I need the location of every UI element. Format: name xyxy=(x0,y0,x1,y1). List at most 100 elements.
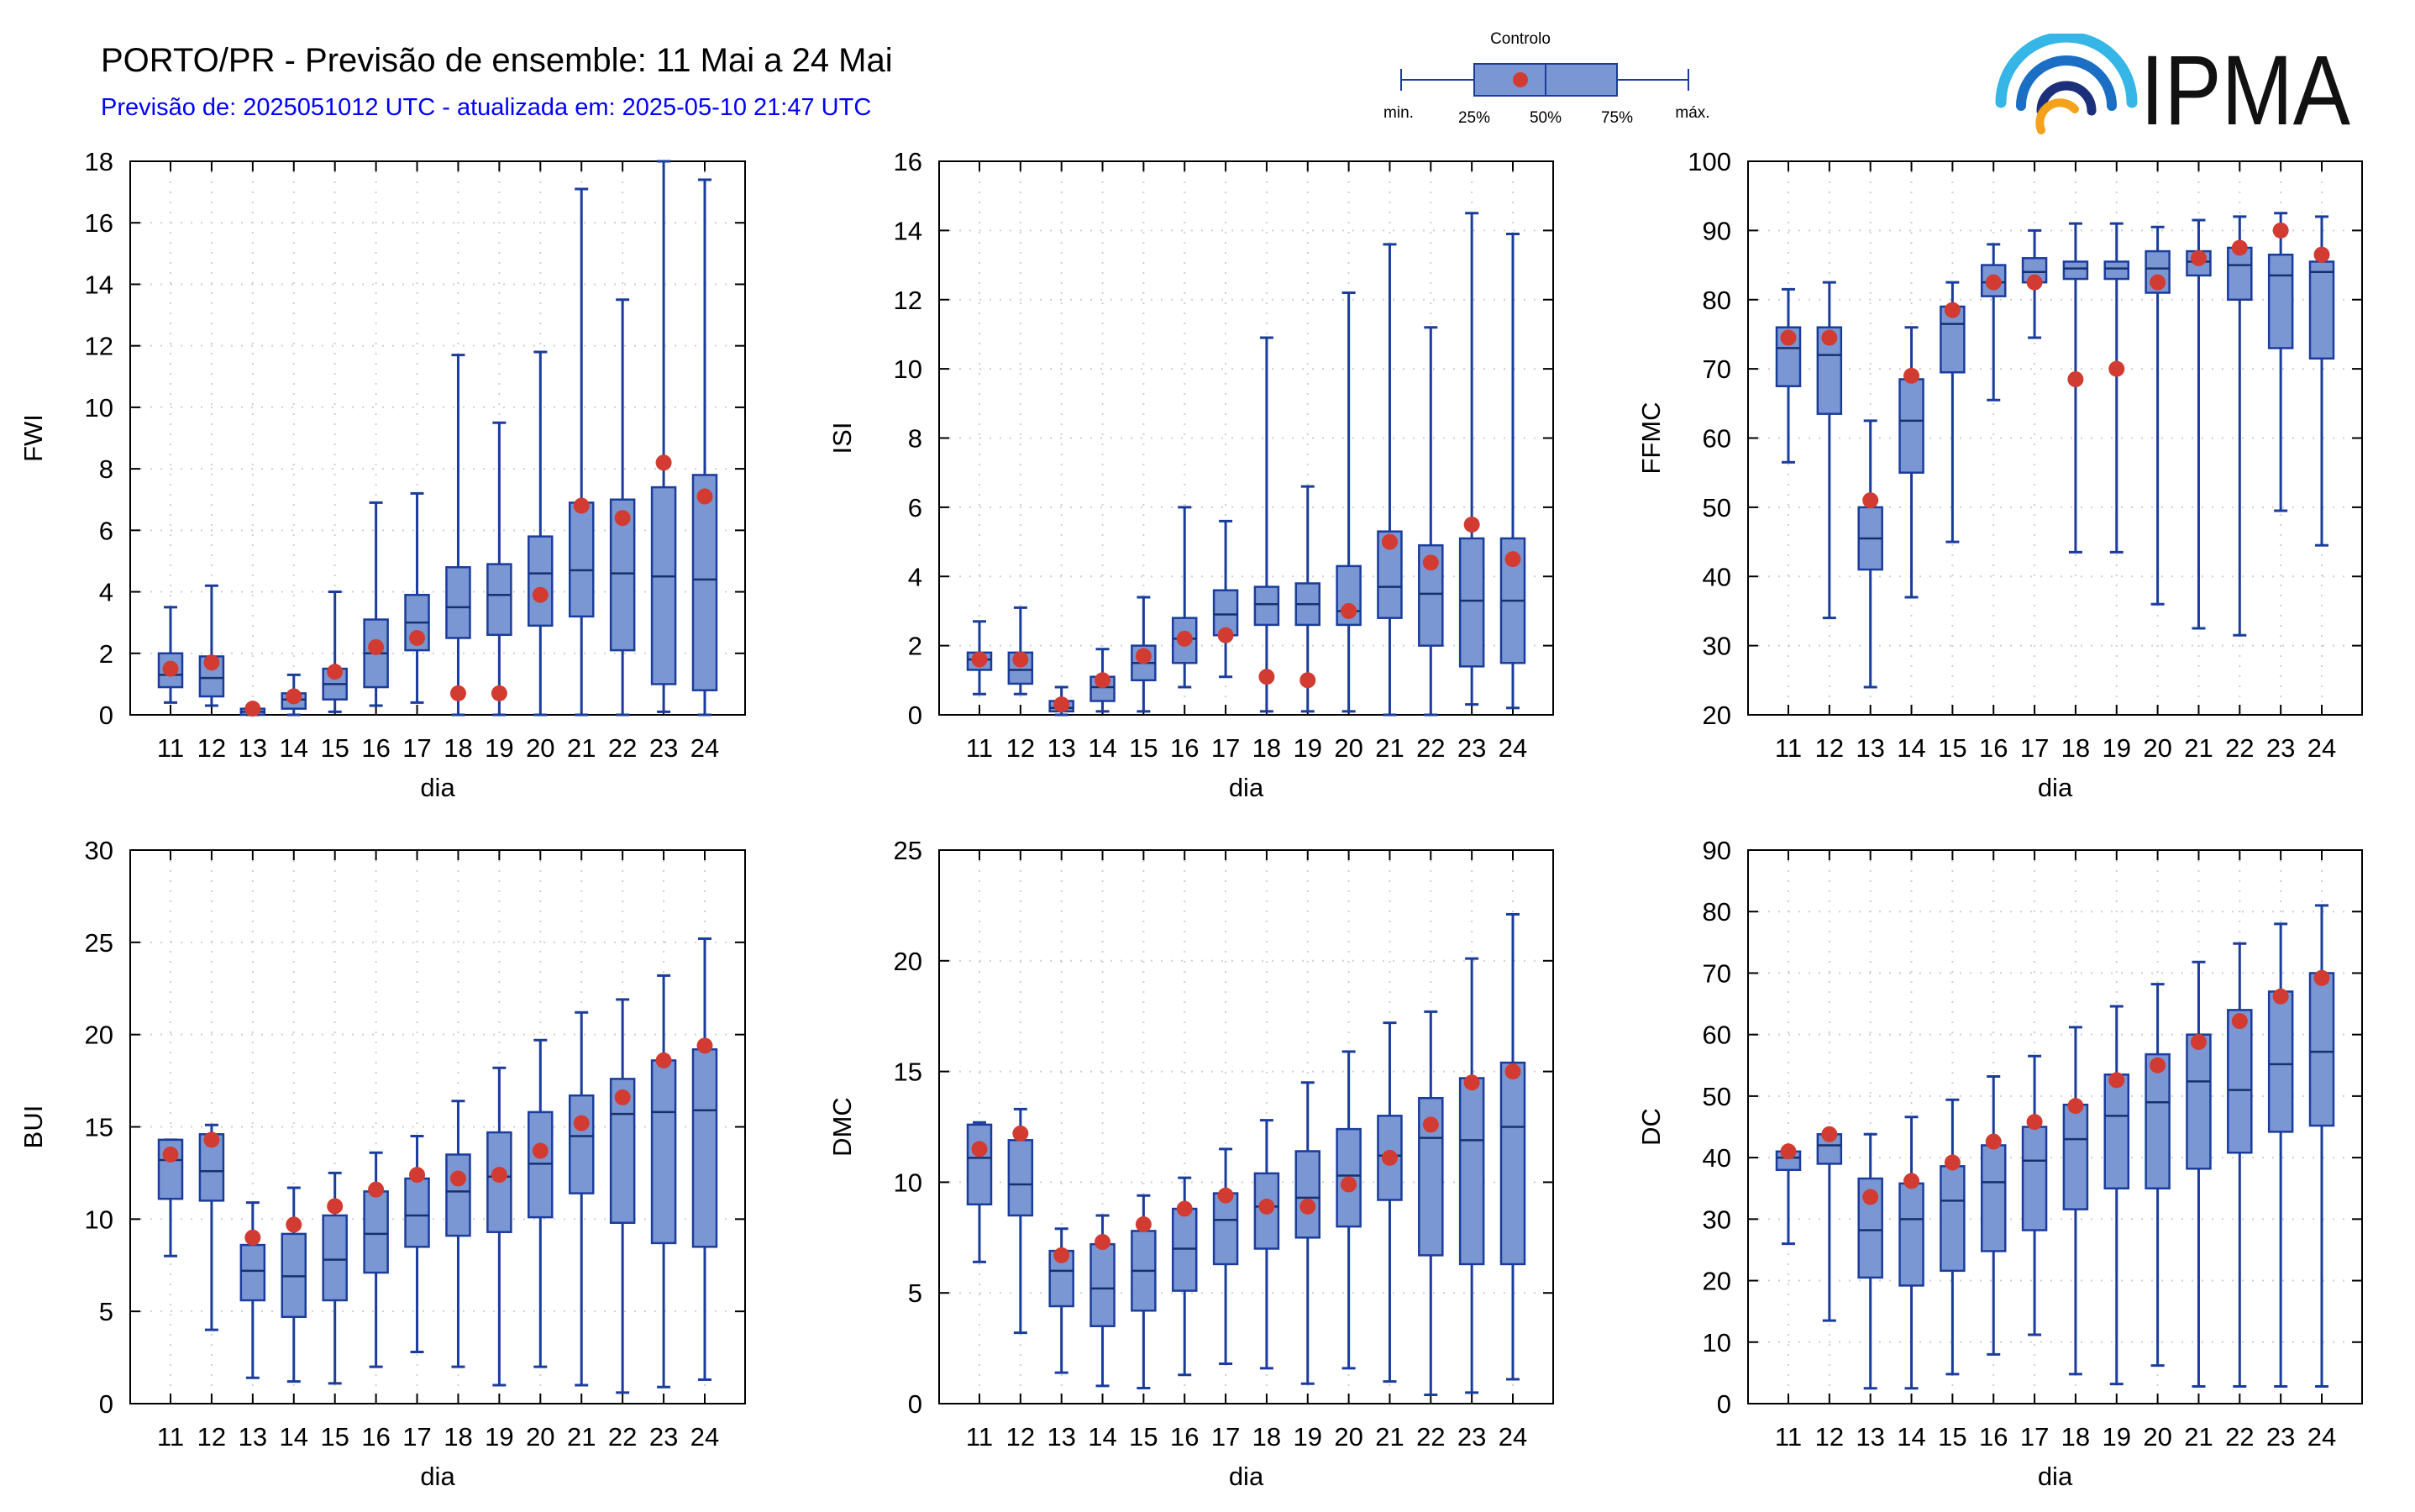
control-dot xyxy=(1341,1176,1357,1193)
y-tick-label: 2 xyxy=(908,632,922,661)
control-dot xyxy=(1985,274,2002,291)
box-dmc-24 xyxy=(1499,912,1526,1381)
y-axis-label: FWI xyxy=(18,414,48,462)
y-tick-label: 5 xyxy=(908,1278,922,1308)
x-tick-label: 12 xyxy=(1006,733,1035,763)
control-dot xyxy=(2026,1114,2043,1131)
control-dot xyxy=(1903,367,1920,384)
control-dot xyxy=(1381,1149,1398,1166)
box-dmc-23 xyxy=(1458,957,1485,1394)
y-tick-label: 70 xyxy=(1703,958,1731,988)
control-dot xyxy=(1258,1198,1275,1215)
box-isi-14 xyxy=(1089,648,1116,713)
control-dot xyxy=(1095,672,1111,689)
chart-panel-dmc: 0 5 10 15 20 25 11 12 13 14 15 16 17 18 19 20 21 22 23 24 di… xyxy=(827,836,1554,1491)
control-dot xyxy=(1299,672,1316,689)
x-tick-label: 22 xyxy=(1416,733,1445,763)
x-tick-label: 21 xyxy=(567,1422,596,1452)
x-tick-label: 22 xyxy=(608,1422,637,1452)
x-tick-label: 23 xyxy=(649,1422,678,1452)
control-dot xyxy=(409,629,426,646)
iqr-box xyxy=(1294,1150,1321,1239)
box-bui-13 xyxy=(239,1201,266,1379)
iqr-box xyxy=(568,1094,595,1194)
plot-frame xyxy=(1747,849,2363,1404)
y-tick-label: 50 xyxy=(1703,493,1731,522)
box-dmc-19 xyxy=(1294,1081,1321,1385)
iqr-box xyxy=(691,474,718,691)
chart-panel-dc: 0 10 20 30 40 50 60 70 80 90 11 12 13 14 15 16 17 18 19 20 2… xyxy=(1636,836,2363,1491)
x-tick-label: 14 xyxy=(1897,1422,1925,1452)
page-title: PORTO/PR - Previsão de ensemble: 11 Mai … xyxy=(101,42,893,79)
y-tick-label: 12 xyxy=(894,286,922,315)
box-dc-18 xyxy=(2062,1026,2089,1376)
y-tick-label: 0 xyxy=(908,1389,922,1419)
control-dot xyxy=(1176,1200,1193,1217)
control-dot xyxy=(1299,1198,1316,1215)
box-bui-24 xyxy=(691,937,718,1381)
x-tick-label: 17 xyxy=(2020,1422,2049,1452)
control-dot xyxy=(162,660,179,677)
x-tick-label: 16 xyxy=(1979,733,2008,763)
control-dot xyxy=(573,1115,590,1131)
x-tick-label: 24 xyxy=(1499,733,1527,763)
iqr-box xyxy=(2103,1074,2130,1189)
x-tick-label: 13 xyxy=(1856,1422,1884,1452)
iqr-box xyxy=(322,1214,348,1302)
y-tick-label: 6 xyxy=(908,493,922,522)
y-tick-label: 16 xyxy=(85,208,113,238)
ipma-logo: IPMA xyxy=(1995,34,2350,134)
iqr-box xyxy=(1499,1061,1526,1266)
control-dot xyxy=(2150,274,2166,291)
control-dot xyxy=(327,1198,344,1215)
box-ffmc-19 xyxy=(2103,222,2130,554)
control-dot xyxy=(1258,669,1275,685)
control-dot xyxy=(614,510,631,527)
y-tick-label: 30 xyxy=(1703,1205,1731,1234)
iqr-box xyxy=(486,563,512,637)
x-tick-label: 14 xyxy=(280,1422,308,1452)
y-tick-label: 25 xyxy=(894,836,922,865)
x-tick-label: 11 xyxy=(1775,733,1802,763)
box-bui-21 xyxy=(568,1011,595,1387)
x-tick-label: 19 xyxy=(485,733,513,763)
iqr-box xyxy=(239,1243,266,1302)
box-ffmc-24 xyxy=(2308,215,2335,547)
x-tick-label: 18 xyxy=(444,733,472,763)
x-tick-label: 18 xyxy=(2061,733,2090,763)
iqr-box xyxy=(2145,249,2171,294)
box-ffmc-16 xyxy=(1980,243,2007,402)
x-tick-label: 18 xyxy=(2061,1422,2090,1452)
x-tick-label: 17 xyxy=(1211,1422,1240,1452)
control-dot xyxy=(491,1167,507,1184)
control-dot xyxy=(696,1037,713,1054)
iqr-box xyxy=(2145,1053,2171,1189)
box-bui-23 xyxy=(650,974,677,1389)
x-tick-label: 23 xyxy=(649,733,678,763)
x-tick-label: 11 xyxy=(157,1422,184,1452)
box-dc-20 xyxy=(2145,983,2171,1368)
box-dmc-12 xyxy=(1007,1107,1034,1335)
box-dmc-15 xyxy=(1131,1194,1157,1390)
x-tick-label: 23 xyxy=(1457,1422,1486,1452)
y-tick-label: 14 xyxy=(894,216,922,245)
y-tick-label: 8 xyxy=(99,454,113,484)
box-ffmc-14 xyxy=(1898,326,1924,599)
chart-panel-bui: 0 5 10 15 20 25 30 11 12 13 14 15 16 17 18 19 20 21 22 23 24… xyxy=(18,836,746,1491)
control-dot xyxy=(2067,1098,2084,1115)
y-tick-label: 20 xyxy=(1703,701,1731,730)
box-fwi-23 xyxy=(650,160,677,713)
x-tick-label: 22 xyxy=(1416,1422,1445,1452)
iqr-box xyxy=(1089,1242,1116,1327)
iqr-box xyxy=(2267,990,2294,1133)
iqr-box xyxy=(1007,1139,1034,1217)
box-fwi-24 xyxy=(691,178,718,717)
x-tick-label: 24 xyxy=(690,1422,719,1452)
x-tick-label: 23 xyxy=(2266,733,2295,763)
y-tick-label: 16 xyxy=(894,147,922,176)
x-axis-label: dia xyxy=(1229,1462,1264,1491)
control-dot xyxy=(2108,360,2125,377)
box-bui-12 xyxy=(198,1123,225,1331)
x-tick-label: 11 xyxy=(157,733,184,763)
